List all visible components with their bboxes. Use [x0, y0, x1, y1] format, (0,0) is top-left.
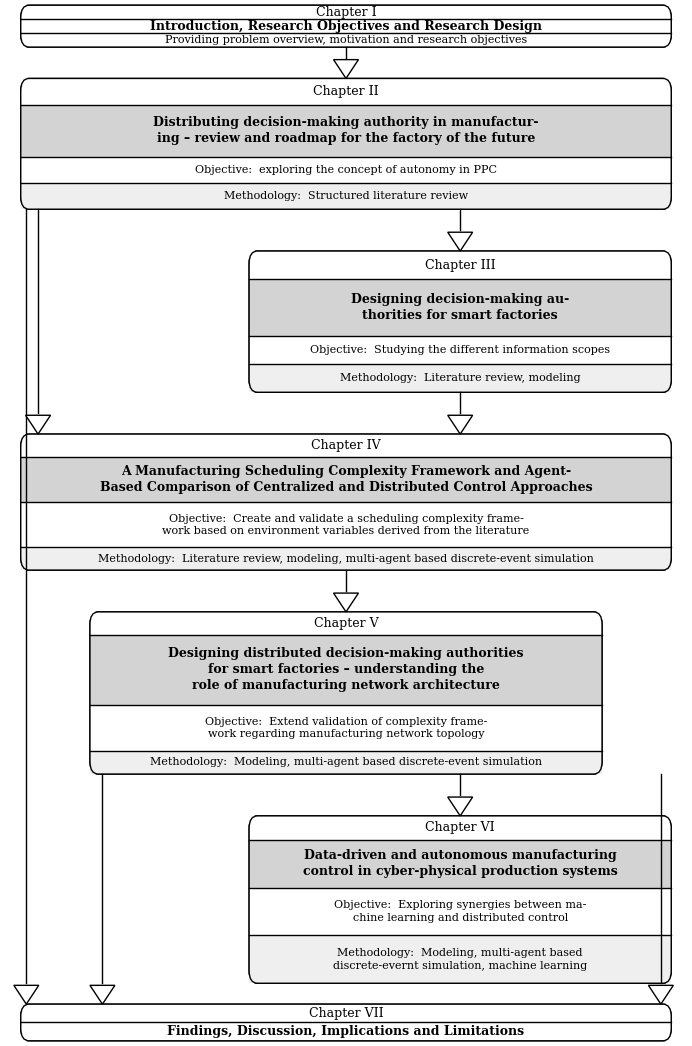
Bar [249, 888, 671, 935]
FancyBboxPatch shape [90, 612, 602, 774]
Text: A Manufacturing Scheduling Complexity Framework and Agent-
Based Comparison of C: A Manufacturing Scheduling Complexity Fr… [100, 464, 592, 494]
Bar [21, 78, 671, 105]
FancyBboxPatch shape [249, 251, 671, 392]
Bar [21, 457, 671, 502]
Text: Designing distributed decision-making authorities
for smart factories – understa: Designing distributed decision-making au… [168, 647, 524, 692]
Polygon shape [26, 415, 51, 434]
Text: Distributing decision-making authority in manufactur-
ing – review and roadmap f: Distributing decision-making authority i… [153, 116, 539, 145]
Bar [21, 1004, 671, 1023]
Polygon shape [448, 415, 473, 434]
Polygon shape [648, 985, 673, 1004]
Text: Data-driven and autonomous manufacturing
control in cyber-physical production sy: Data-driven and autonomous manufacturing… [303, 849, 617, 879]
Text: Objective:  Extend validation of complexity frame-
work regarding manufacturing : Objective: Extend validation of complexi… [205, 717, 487, 738]
Bar [21, 33, 671, 47]
Bar [249, 279, 671, 336]
FancyBboxPatch shape [21, 434, 671, 570]
Text: Methodology:  Modeling, multi-agent based discrete-event simulation: Methodology: Modeling, multi-agent based… [150, 757, 542, 768]
Text: Providing problem overview, motivation and research objectives: Providing problem overview, motivation a… [165, 36, 527, 45]
Text: Chapter II: Chapter II [313, 85, 379, 98]
Bar [21, 183, 671, 209]
Bar [21, 434, 671, 457]
Bar [249, 364, 671, 392]
Text: Introduction, Research Objectives and Research Design: Introduction, Research Objectives and Re… [150, 20, 542, 32]
Bar [21, 547, 671, 570]
Bar [249, 935, 671, 983]
Text: Chapter VII: Chapter VII [309, 1007, 383, 1020]
Text: Methodology:  Modeling, multi-agent based
discrete-evernt simulation, machine le: Methodology: Modeling, multi-agent based… [333, 948, 588, 971]
Bar [90, 751, 602, 774]
Text: Methodology:  Literature review, modeling: Methodology: Literature review, modeling [340, 373, 581, 383]
Text: Chapter VI: Chapter VI [426, 821, 495, 835]
Polygon shape [448, 797, 473, 816]
Bar [21, 19, 671, 33]
FancyBboxPatch shape [21, 78, 671, 209]
Bar [90, 635, 602, 705]
Bar [21, 502, 671, 547]
Polygon shape [334, 60, 358, 78]
Text: Methodology:  Literature review, modeling, multi-agent based discrete-event simu: Methodology: Literature review, modeling… [98, 553, 594, 564]
Text: Chapter V: Chapter V [313, 617, 379, 630]
Polygon shape [90, 985, 115, 1004]
Polygon shape [334, 593, 358, 612]
Text: Findings, Discussion, Implications and Limitations: Findings, Discussion, Implications and L… [167, 1025, 525, 1038]
FancyBboxPatch shape [249, 816, 671, 983]
Bar [249, 816, 671, 840]
Text: Objective:  Exploring synergies between ma-
chine learning and distributed contr: Objective: Exploring synergies between m… [334, 901, 586, 923]
Bar [21, 105, 671, 157]
Bar [90, 705, 602, 751]
Bar [249, 251, 671, 279]
Bar [21, 157, 671, 183]
Text: Objective:  Studying the different information scopes: Objective: Studying the different inform… [310, 345, 610, 355]
Bar [249, 840, 671, 888]
Text: Methodology:  Structured literature review: Methodology: Structured literature revie… [224, 191, 468, 201]
Polygon shape [448, 232, 473, 251]
Bar [21, 5, 671, 19]
Text: Chapter III: Chapter III [425, 258, 495, 272]
Bar [90, 612, 602, 635]
Text: Objective:  Create and validate a scheduling complexity frame-
work based on env: Objective: Create and validate a schedul… [163, 514, 529, 536]
Bar [249, 336, 671, 364]
Text: Designing decision-making au-
thorities for smart factories: Designing decision-making au- thorities … [351, 293, 570, 322]
Polygon shape [14, 985, 39, 1004]
FancyBboxPatch shape [21, 5, 671, 47]
FancyBboxPatch shape [21, 1004, 671, 1041]
Text: Chapter IV: Chapter IV [311, 439, 381, 452]
Text: Objective:  exploring the concept of autonomy in PPC: Objective: exploring the concept of auto… [195, 165, 497, 175]
Bar [21, 1023, 671, 1041]
Text: Chapter I: Chapter I [316, 5, 376, 19]
